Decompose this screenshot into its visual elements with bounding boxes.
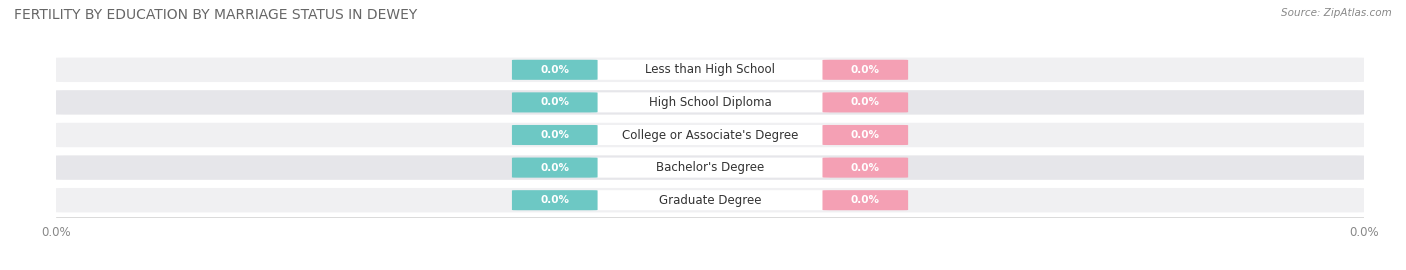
FancyBboxPatch shape	[591, 190, 830, 210]
Text: FERTILITY BY EDUCATION BY MARRIAGE STATUS IN DEWEY: FERTILITY BY EDUCATION BY MARRIAGE STATU…	[14, 8, 418, 22]
Text: 0.0%: 0.0%	[851, 65, 880, 75]
FancyBboxPatch shape	[823, 92, 908, 112]
FancyBboxPatch shape	[591, 158, 830, 178]
FancyBboxPatch shape	[512, 158, 598, 178]
FancyBboxPatch shape	[55, 123, 1365, 147]
FancyBboxPatch shape	[55, 90, 1365, 115]
FancyBboxPatch shape	[591, 60, 830, 80]
Text: 0.0%: 0.0%	[540, 163, 569, 173]
Text: High School Diploma: High School Diploma	[648, 96, 772, 109]
FancyBboxPatch shape	[512, 60, 598, 80]
FancyBboxPatch shape	[591, 92, 830, 112]
Text: Source: ZipAtlas.com: Source: ZipAtlas.com	[1281, 8, 1392, 18]
FancyBboxPatch shape	[823, 125, 908, 145]
FancyBboxPatch shape	[823, 190, 908, 210]
FancyBboxPatch shape	[823, 60, 908, 80]
FancyBboxPatch shape	[512, 190, 598, 210]
Text: Less than High School: Less than High School	[645, 63, 775, 76]
FancyBboxPatch shape	[512, 125, 598, 145]
FancyBboxPatch shape	[591, 125, 830, 145]
Text: 0.0%: 0.0%	[540, 130, 569, 140]
Text: 0.0%: 0.0%	[540, 65, 569, 75]
Text: 0.0%: 0.0%	[851, 163, 880, 173]
Text: 0.0%: 0.0%	[851, 195, 880, 205]
Text: 0.0%: 0.0%	[851, 130, 880, 140]
Text: 0.0%: 0.0%	[540, 97, 569, 107]
FancyBboxPatch shape	[823, 158, 908, 178]
Text: Bachelor's Degree: Bachelor's Degree	[657, 161, 763, 174]
Text: College or Associate's Degree: College or Associate's Degree	[621, 129, 799, 141]
Text: 0.0%: 0.0%	[540, 195, 569, 205]
FancyBboxPatch shape	[55, 155, 1365, 180]
Text: 0.0%: 0.0%	[851, 97, 880, 107]
FancyBboxPatch shape	[55, 188, 1365, 212]
FancyBboxPatch shape	[55, 58, 1365, 82]
FancyBboxPatch shape	[512, 92, 598, 112]
Text: Graduate Degree: Graduate Degree	[659, 194, 761, 207]
